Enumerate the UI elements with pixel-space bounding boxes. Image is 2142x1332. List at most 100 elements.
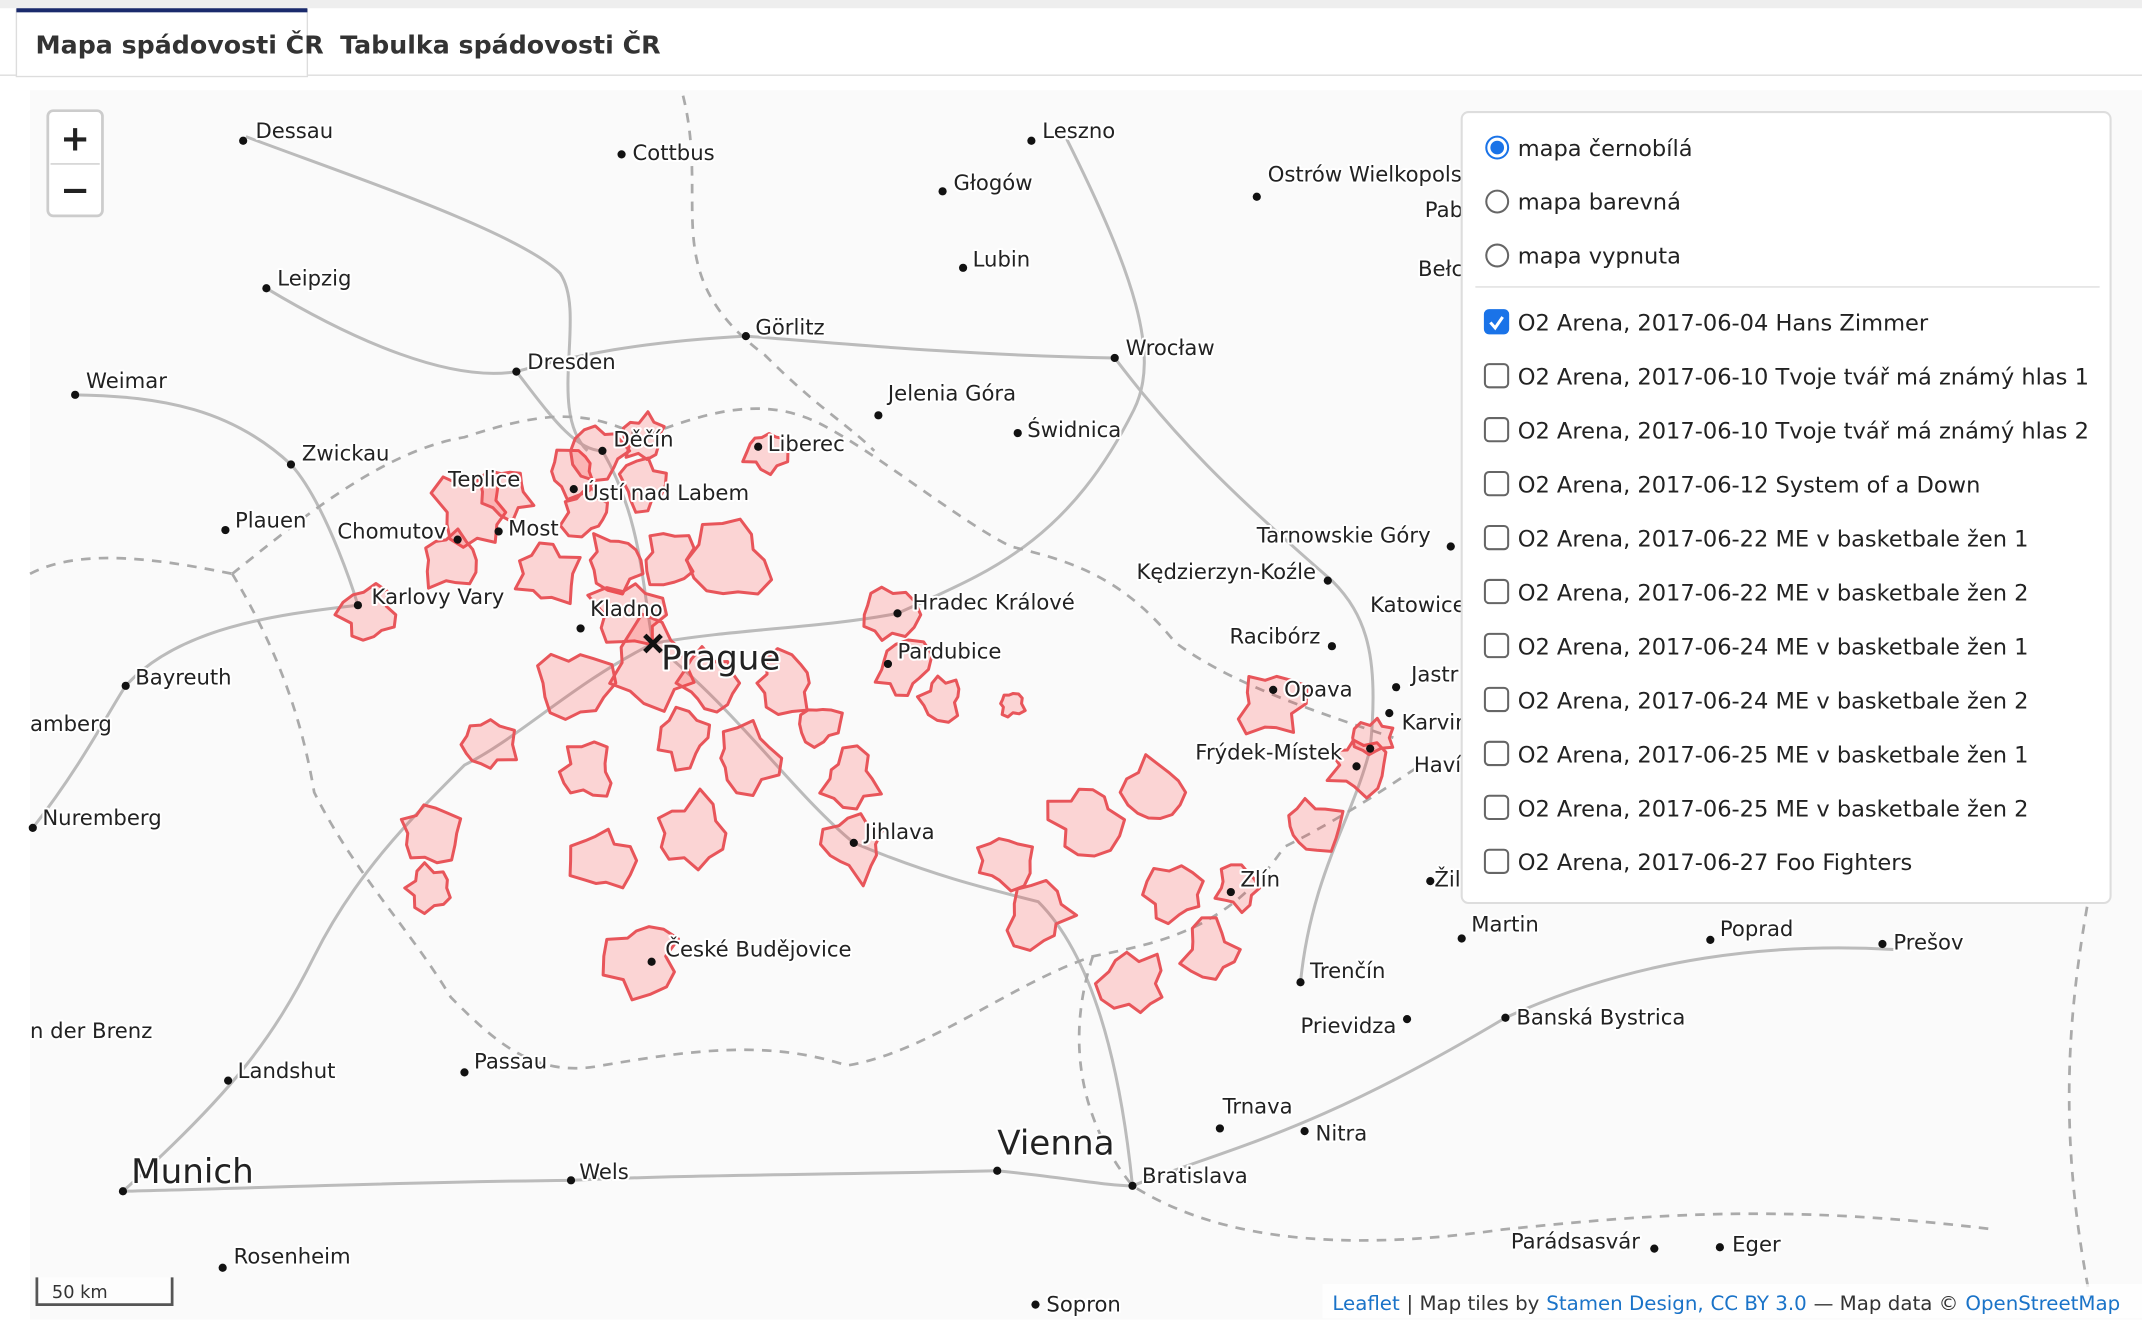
- border: [1077, 955, 1995, 1242]
- checkbox[interactable]: [1483, 470, 1510, 497]
- city-label: Leszno: [1042, 118, 1115, 143]
- attribution-link[interactable]: OpenStreetMap: [1965, 1292, 2120, 1315]
- radio-dot: [1490, 140, 1505, 155]
- checkbox[interactable]: [1483, 524, 1510, 551]
- road: [652, 642, 1134, 1186]
- active-tab-bar: [16, 8, 308, 13]
- city-label: Teplice: [447, 466, 520, 491]
- catchment-area: [1093, 950, 1164, 1015]
- city-dot: [1426, 877, 1435, 886]
- catchment-area: [399, 803, 463, 865]
- overlay-label[interactable]: O2 Arena, 2017-06-10 Tvoje tvář má známý…: [1518, 419, 2089, 445]
- overlay-label[interactable]: O2 Arena, 2017-06-24 ME v basketbale žen…: [1518, 634, 2029, 660]
- city-dot: [453, 535, 462, 544]
- catchment-area: [656, 705, 712, 772]
- scale-label: 50 km: [52, 1283, 108, 1303]
- overlay-label[interactable]: O2 Arena, 2017-06-25 ME v basketbale žen…: [1518, 796, 2029, 822]
- city-dot: [617, 150, 626, 159]
- city-dot: [1715, 1243, 1724, 1252]
- base-layer-label[interactable]: mapa barevná: [1518, 190, 1681, 216]
- overlay-label[interactable]: O2 Arena, 2017-06-25 ME v basketbale žen…: [1518, 742, 2029, 768]
- city-label: Passau: [474, 1048, 547, 1073]
- city-label: Racibórz: [1229, 623, 1320, 648]
- checkbox[interactable]: [1483, 578, 1510, 605]
- base-layer-label[interactable]: mapa černobílá: [1518, 136, 1693, 162]
- checkbox[interactable]: [1483, 309, 1510, 335]
- city-labels: Dessau Cottbus Leszno Głogów Ostrów Wielkopo…: [28, 116, 1966, 1319]
- base-layer-label[interactable]: mapa vypnuta: [1518, 244, 1681, 270]
- city-label: Kladno: [590, 596, 663, 621]
- map[interactable]: Dessau Cottbus Leszno Głogów Ostrów Wielkopo…: [28, 90, 2142, 1320]
- overlay-label[interactable]: O2 Arena, 2017-06-22 ME v basketbale žen…: [1518, 526, 2029, 552]
- checkbox[interactable]: [1483, 740, 1510, 767]
- checkbox[interactable]: [1483, 794, 1510, 821]
- attribution-link[interactable]: Leaflet: [1332, 1292, 1400, 1315]
- city-dot: [1327, 642, 1337, 651]
- city-label: Jastr: [1409, 662, 1459, 687]
- attribution-text: — Map data ©: [1814, 1292, 1959, 1315]
- tab-label[interactable]: Tabulka spádovosti ČR: [340, 29, 660, 59]
- city-label: Opava: [1284, 677, 1353, 702]
- checkbox[interactable]: [1483, 417, 1510, 443]
- catchment-area: [741, 431, 790, 477]
- city-label: Nitra: [1316, 1121, 1368, 1146]
- city-label: Ústí nad Labem: [583, 480, 749, 505]
- city-label: Jelenia Góra: [886, 380, 1016, 405]
- catchment-area: [818, 744, 883, 811]
- city-dot: [262, 284, 271, 293]
- city-label: Rosenheim: [234, 1244, 351, 1269]
- city-label: amberg: [30, 711, 112, 736]
- city-dot: [576, 624, 585, 633]
- overlay-label[interactable]: O2 Arena, 2017-06-24 ME v basketbale žen…: [1518, 688, 2029, 714]
- city-dot: [286, 460, 296, 469]
- catchment-area: [513, 541, 582, 606]
- city-label: Bełc: [1418, 256, 1463, 281]
- catchment-area: [588, 532, 645, 596]
- overlay-label[interactable]: O2 Arena, 2017-06-27 Foo Fighters: [1518, 850, 1913, 876]
- catchment-area: [586, 582, 669, 647]
- city-label: Trnava: [1222, 1093, 1293, 1118]
- catchment-area: [459, 718, 519, 770]
- zoom-in[interactable]: +: [60, 118, 90, 159]
- overlay-label[interactable]: O2 Arena, 2017-06-10 Tvoje tvář má známý…: [1518, 365, 2089, 391]
- zoom-out[interactable]: −: [60, 170, 90, 211]
- city-label: Jihlava: [863, 819, 935, 844]
- city-label: Frýdek-Místek: [1195, 740, 1343, 765]
- checkbox[interactable]: [1483, 632, 1510, 659]
- overlay-label[interactable]: O2 Arena, 2017-06-04 Hans Zimmer: [1518, 311, 1929, 337]
- catchment-area: [536, 652, 618, 721]
- overlay-label[interactable]: O2 Arena, 2017-06-12 System of a Down: [1518, 473, 1981, 499]
- city-dot: [1300, 1127, 1309, 1136]
- city-label: Głogów: [954, 170, 1033, 195]
- city-dot: [1501, 1013, 1510, 1022]
- scale: 50 km: [35, 1277, 174, 1307]
- city-dot: [1215, 1124, 1224, 1133]
- radio[interactable]: [1485, 189, 1510, 214]
- radio[interactable]: [1485, 243, 1510, 268]
- city-dot: [1252, 192, 1261, 201]
- city-dot: [1296, 978, 1305, 987]
- city-label: Cottbus: [632, 140, 714, 165]
- checkbox[interactable]: [1483, 363, 1510, 389]
- tab-label[interactable]: Mapa spádovosti ČR: [36, 29, 324, 59]
- catchment-area: [1046, 787, 1127, 858]
- city-label: Dresden: [527, 349, 615, 374]
- city-label: Chomutov: [337, 518, 446, 543]
- city-label: Bayreuth: [135, 664, 231, 689]
- catchment-area: [1236, 674, 1309, 736]
- city-dot: [1323, 576, 1332, 585]
- catchment-area: [755, 647, 811, 716]
- active-tab[interactable]: [15, 8, 309, 78]
- city-label: Most: [508, 516, 559, 541]
- city-dot: [218, 1263, 227, 1272]
- checkbox[interactable]: [1483, 686, 1510, 713]
- catchment-area: [1178, 916, 1242, 981]
- attribution-link[interactable]: CC BY 3.0: [1710, 1292, 1806, 1315]
- attribution-link[interactable]: Stamen Design,: [1546, 1292, 1703, 1315]
- checkbox[interactable]: [1483, 848, 1510, 874]
- city-label: Leipzig: [277, 266, 351, 291]
- overlay-label[interactable]: O2 Arena, 2017-06-22 ME v basketbale žen…: [1518, 580, 2029, 606]
- city-label: Banská Bystrica: [1516, 1005, 1685, 1030]
- catchment-area: [403, 861, 452, 916]
